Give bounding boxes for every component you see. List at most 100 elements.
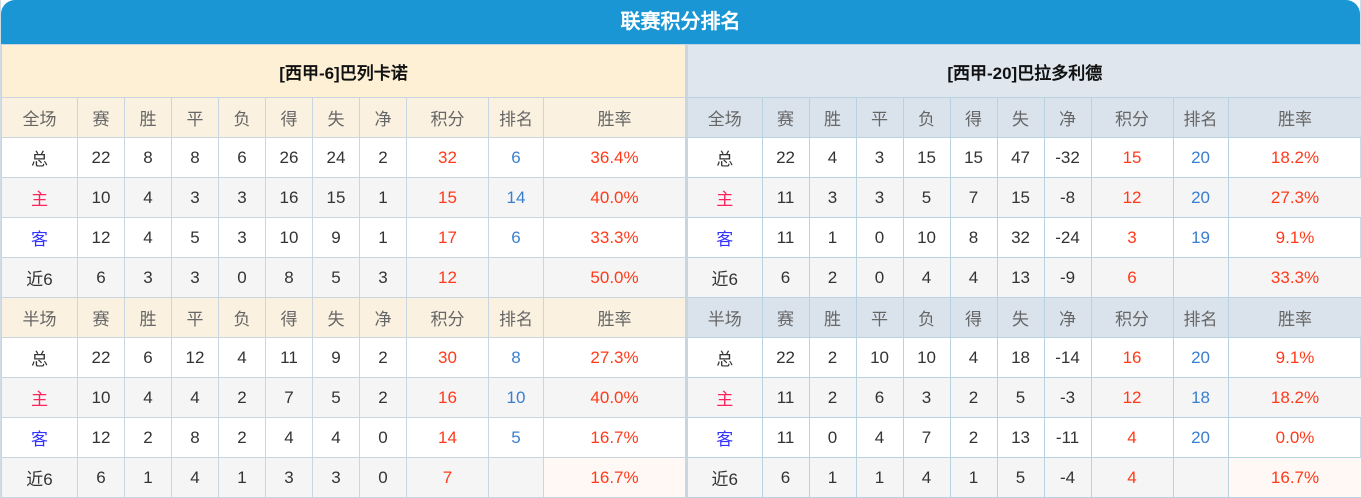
stat-cell: 4 — [124, 377, 172, 418]
stat-cell: 5 — [171, 217, 219, 258]
stat-cell: 3 — [359, 257, 407, 298]
stat-cell — [1172, 457, 1229, 498]
stat-cell: 13 — [996, 257, 1045, 298]
stat-cell: 10 — [855, 337, 904, 378]
column-header: 得 — [265, 297, 313, 338]
row-label: 总 — [686, 337, 763, 378]
stat-cell: 2 — [218, 417, 266, 458]
column-header: 胜率 — [1227, 97, 1361, 138]
stat-cell: 7 — [406, 457, 489, 498]
stat-cell: 18.2% — [1227, 137, 1361, 178]
stat-cell: 11 — [761, 217, 810, 258]
stat-cell: 15 — [312, 177, 360, 218]
stat-cell: 2 — [949, 377, 998, 418]
stat-cell: 1 — [808, 457, 857, 498]
stat-cell: 1 — [359, 217, 407, 258]
stat-cell: 20 — [1172, 417, 1229, 458]
stat-cell: 7 — [902, 417, 951, 458]
stat-cell: 6 — [77, 457, 125, 498]
stat-cell: 12 — [77, 417, 125, 458]
column-header: 积分 — [1090, 97, 1174, 138]
stat-cell: 11 — [265, 337, 313, 378]
stat-cell: 6 — [761, 257, 810, 298]
stat-cell: -3 — [1043, 377, 1092, 418]
column-header: 积分 — [1090, 297, 1174, 338]
row-label: 客 — [1, 417, 78, 458]
stat-cell: 3 — [265, 457, 313, 498]
stat-cell: 7 — [949, 177, 998, 218]
stat-cell: 32 — [996, 217, 1045, 258]
column-header: 负 — [218, 97, 266, 138]
column-header: 积分 — [406, 297, 489, 338]
stat-cell: 3 — [312, 457, 360, 498]
widget-title: 联赛积分排名 — [1, 0, 1360, 44]
stat-cell: 8 — [124, 137, 172, 178]
stat-cell: 7 — [265, 377, 313, 418]
stat-cell: 2 — [124, 417, 172, 458]
stat-cell: 22 — [761, 137, 810, 178]
stat-cell: 16 — [265, 177, 313, 218]
column-header: 排名 — [1172, 297, 1229, 338]
stat-cell: 1 — [124, 457, 172, 498]
stat-cell: 5 — [488, 417, 544, 458]
column-header: 负 — [218, 297, 266, 338]
table-row: 近6 6 2 0 4 4 13 -9 6 33.3% — [686, 257, 1361, 298]
table-row: 近6 6 1 1 4 1 5 -4 4 16.7% — [686, 457, 1361, 498]
section-label: 半场 — [686, 297, 763, 338]
stat-cell: 2 — [949, 417, 998, 458]
stat-cell: 2 — [808, 377, 857, 418]
stat-cell: 2 — [359, 137, 407, 178]
section-label: 全场 — [686, 97, 763, 138]
stat-cell: 13 — [996, 417, 1045, 458]
stat-cell: 6 — [218, 137, 266, 178]
stat-cell: 1 — [359, 177, 407, 218]
column-header: 负 — [902, 297, 951, 338]
column-header-row: 全场赛胜平负得失净积分 排名 胜率 — [1, 97, 687, 138]
team-name: [西甲-6]巴列卡诺 — [0, 44, 687, 98]
stat-cell: 4 — [902, 457, 951, 498]
column-header: 失 — [996, 97, 1045, 138]
stat-cell: 16.7% — [542, 417, 687, 458]
stat-cell: 10 — [902, 337, 951, 378]
column-header: 负 — [902, 97, 951, 138]
stat-cell: 0 — [855, 217, 904, 258]
stat-cell: 4 — [124, 217, 172, 258]
stat-cell: -8 — [1043, 177, 1092, 218]
stat-cell: 0 — [359, 417, 407, 458]
column-header: 胜率 — [1227, 297, 1361, 338]
stat-cell: 3 — [855, 177, 904, 218]
table-row: 近6 6 1 4 1 3 3 0 7 16.7% — [1, 457, 687, 498]
table-row: 客 12 4 5 3 10 9 1 17 6 33.3% — [1, 217, 687, 258]
stat-cell: 18 — [1172, 377, 1229, 418]
row-label: 近6 — [686, 257, 763, 298]
stat-cell: 22 — [77, 337, 125, 378]
column-header: 得 — [265, 97, 313, 138]
table-row: 主 10 4 3 3 16 15 1 15 14 40.0% — [1, 177, 687, 218]
stat-cell: 16 — [1090, 337, 1174, 378]
table-row: 总 22 6 12 4 11 9 2 30 8 27.3% — [1, 337, 687, 378]
column-header: 胜率 — [542, 97, 687, 138]
stat-cell: 12 — [77, 217, 125, 258]
stat-cell: 0 — [808, 417, 857, 458]
stat-cell: 5 — [996, 457, 1045, 498]
table-row: 主 11 2 6 3 2 5 -3 12 18 18.2% — [686, 377, 1361, 418]
stat-cell: 3 — [902, 377, 951, 418]
stat-cell: 10 — [488, 377, 544, 418]
row-label: 总 — [686, 137, 763, 178]
row-label: 主 — [1, 177, 78, 218]
stat-cell: 14 — [488, 177, 544, 218]
stat-cell: 10 — [77, 377, 125, 418]
stat-cell: 15 — [996, 177, 1045, 218]
stat-cell: 26 — [265, 137, 313, 178]
column-header: 胜率 — [542, 297, 687, 338]
stat-cell: 0 — [218, 257, 266, 298]
team-name: [西甲-20]巴拉多利德 — [686, 44, 1361, 98]
stat-cell: 6 — [855, 377, 904, 418]
stat-cell: 5 — [902, 177, 951, 218]
row-label: 总 — [1, 337, 78, 378]
column-header: 平 — [171, 297, 219, 338]
stat-cell: 6 — [124, 337, 172, 378]
row-label: 近6 — [686, 457, 763, 498]
stat-cell: 15 — [1090, 137, 1174, 178]
